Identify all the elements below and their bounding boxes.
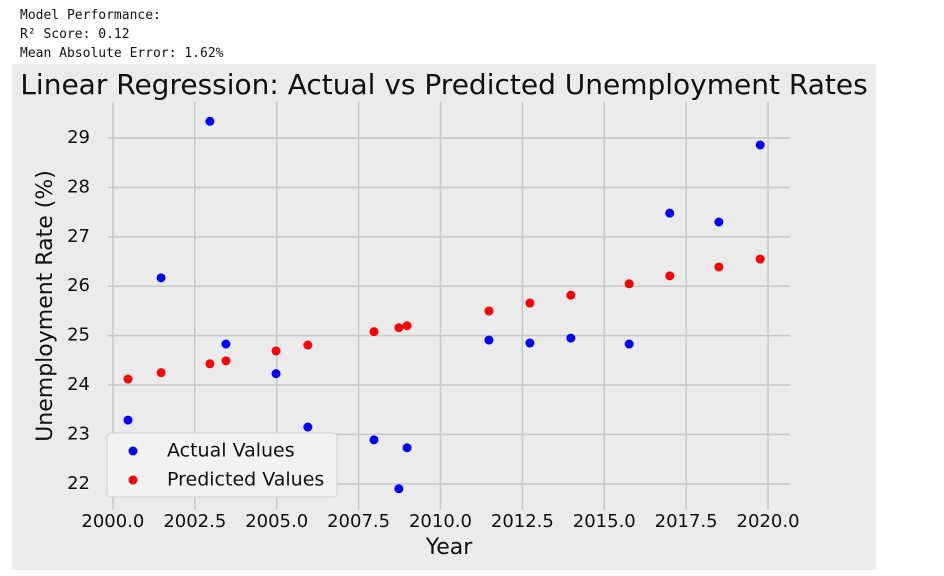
x-tick-label: 2010.0: [409, 511, 472, 532]
chart-title: Linear Regression: Actual vs Predicted U…: [20, 68, 867, 101]
x-tick-label: 2020.0: [737, 511, 800, 532]
data-point: [665, 208, 675, 218]
output-line: Mean Absolute Error: 1.62%: [20, 46, 224, 61]
data-point: [525, 298, 535, 308]
data-point: [205, 116, 215, 126]
data-point: [271, 346, 281, 356]
x-tick-label: 2000.0: [81, 511, 144, 532]
x-tick-label: 2015.0: [573, 511, 636, 532]
data-point: [156, 368, 166, 378]
y-tick-label: 28: [67, 176, 90, 197]
data-point: [303, 422, 313, 432]
legend-marker: [128, 446, 138, 456]
y-axis-label: Unemployment Rate (%): [33, 170, 58, 442]
data-point: [484, 335, 494, 345]
data-point: [714, 262, 724, 272]
legend-box: [106, 432, 338, 498]
x-axis-label: Year: [425, 535, 474, 560]
y-tick-label: 25: [67, 325, 90, 346]
data-point: [394, 323, 404, 333]
data-point: [221, 356, 231, 366]
data-point: [624, 339, 634, 349]
data-point: [402, 321, 412, 331]
data-point: [665, 271, 675, 281]
legend-label: Predicted Values: [167, 469, 324, 491]
x-tick-label: 2007.5: [327, 511, 390, 532]
y-tick-label: 23: [67, 423, 90, 444]
data-point: [271, 369, 281, 379]
y-tick-label: 27: [67, 226, 90, 247]
data-point: [369, 435, 379, 445]
y-tick-label: 26: [67, 275, 90, 296]
data-point: [369, 327, 379, 337]
data-point: [156, 273, 166, 283]
data-point: [484, 306, 494, 316]
data-point: [755, 140, 765, 150]
data-point: [755, 254, 765, 264]
data-point: [624, 279, 634, 289]
data-point: [394, 484, 404, 494]
legend-label: Actual Values: [167, 440, 295, 462]
data-point: [123, 374, 133, 384]
data-point: [566, 290, 576, 300]
data-point: [402, 443, 412, 453]
data-point: [714, 217, 724, 227]
y-tick-label: 29: [67, 127, 90, 148]
data-point: [525, 338, 535, 348]
data-point: [566, 333, 576, 343]
legend-marker: [128, 475, 138, 485]
data-point: [123, 415, 133, 425]
output-line: R² Score: 0.12: [20, 27, 130, 42]
x-tick-label: 2017.5: [655, 511, 718, 532]
y-tick-label: 24: [67, 374, 90, 395]
data-point: [221, 339, 231, 349]
output-line: Model Performance:: [20, 8, 161, 23]
data-point: [205, 359, 215, 369]
x-tick-label: 2005.0: [245, 511, 308, 532]
x-tick-label: 2012.5: [491, 511, 554, 532]
y-tick-label: 22: [67, 473, 90, 494]
data-point: [303, 340, 313, 350]
x-tick-label: 2002.5: [163, 511, 226, 532]
